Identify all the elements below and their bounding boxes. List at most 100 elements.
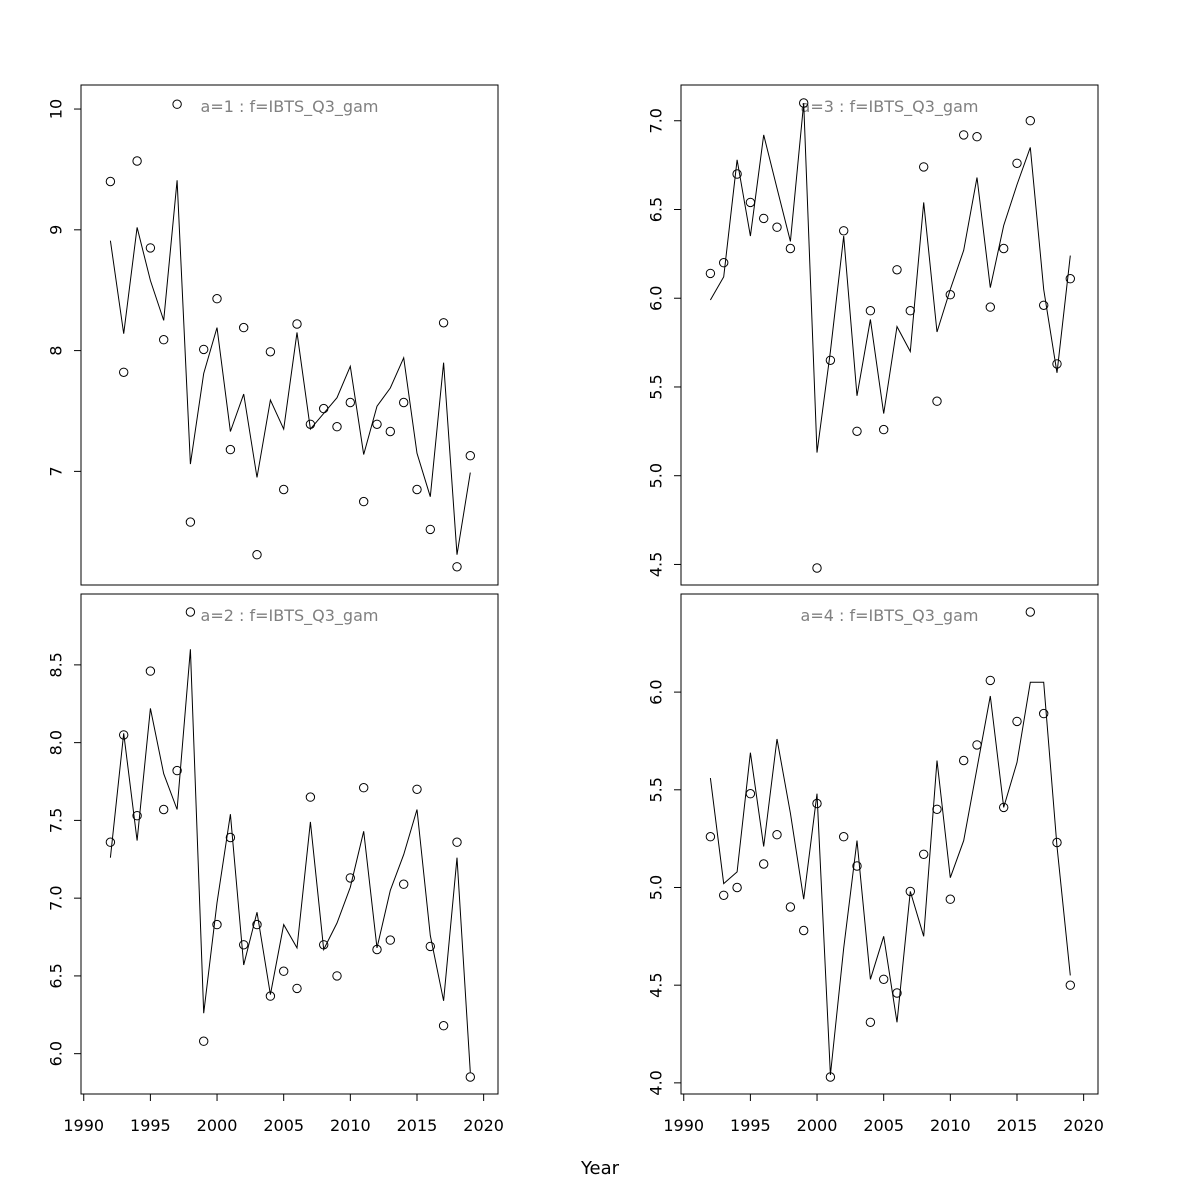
observed-point xyxy=(839,832,849,842)
x-tick-label: 2000 xyxy=(197,1116,238,1135)
observed-point xyxy=(719,890,729,900)
observed-point xyxy=(972,740,982,750)
y-tick-label: 5.5 xyxy=(647,777,666,802)
plot-frame xyxy=(80,84,499,586)
observed-point xyxy=(745,197,756,208)
observed-point xyxy=(159,804,169,815)
observed-point xyxy=(159,335,169,345)
observed-point xyxy=(385,426,395,437)
observed-point xyxy=(812,798,822,809)
y-tick-label: 4.0 xyxy=(647,1070,666,1095)
observed-point xyxy=(332,422,342,432)
observed-point xyxy=(1012,158,1022,169)
panel-title: a=2 : f=IBTS_Q3_gam xyxy=(201,606,379,626)
y-tick-label: 6.0 xyxy=(47,1041,66,1066)
observed-point xyxy=(799,925,809,936)
x-tick-label: 2015 xyxy=(997,1116,1038,1135)
y-tick-label: 6.5 xyxy=(647,197,666,222)
observed-point xyxy=(999,802,1009,813)
observed-point xyxy=(425,524,435,535)
observed-point xyxy=(305,419,316,429)
observed-point xyxy=(759,213,769,224)
y-tick-label: 8.0 xyxy=(47,730,66,755)
observed-point xyxy=(385,935,395,945)
observed-point xyxy=(852,861,862,871)
y-tick-label: 4.5 xyxy=(647,972,666,997)
observed-point xyxy=(372,944,382,955)
panel-a1: a=1 : f=IBTS_Q3_gam 7 8 9 10 xyxy=(47,84,499,586)
x-tick-label: 2020 xyxy=(463,1116,504,1135)
fitted-line xyxy=(709,102,1071,453)
observed-point xyxy=(359,496,369,507)
observed-point xyxy=(705,268,716,279)
observed-point xyxy=(892,265,902,275)
x-tick-label: 1995 xyxy=(130,1116,171,1135)
observed-point xyxy=(879,424,889,435)
observed-point xyxy=(745,789,756,799)
observed-point xyxy=(185,517,196,527)
observed-point xyxy=(879,974,889,984)
observed-point xyxy=(172,765,182,776)
observed-point xyxy=(372,419,382,429)
observed-point xyxy=(959,755,969,766)
observed-point xyxy=(412,484,422,495)
observed-point xyxy=(239,322,249,333)
observed-point xyxy=(919,162,929,172)
observed-point xyxy=(1025,116,1036,126)
y-tick-label: 6.5 xyxy=(47,963,66,988)
y-tick-label: 8.5 xyxy=(47,652,66,677)
y-tick-label: 7.0 xyxy=(47,885,66,910)
observed-point xyxy=(199,344,209,355)
x-tick-label: 2010 xyxy=(330,1116,371,1135)
observed-point xyxy=(865,306,876,316)
observed-point xyxy=(292,319,302,329)
y-tick-label: 7.5 xyxy=(47,808,66,833)
x-tick-label: 1995 xyxy=(730,1116,771,1135)
y-tick-label: 6.0 xyxy=(647,286,666,311)
observed-point xyxy=(252,550,262,560)
observed-point xyxy=(225,832,236,843)
observed-point xyxy=(399,397,409,408)
observed-point xyxy=(892,988,902,998)
x-tick-label: 2000 xyxy=(797,1116,838,1135)
observed-point xyxy=(719,258,729,268)
observed-point xyxy=(145,666,156,676)
panel-title: a=4 : f=IBTS_Q3_gam xyxy=(801,606,979,626)
y-tick-label: 6.0 xyxy=(647,679,666,704)
observed-point xyxy=(438,318,449,328)
observed-point xyxy=(972,132,982,142)
y-tick-label: 5.5 xyxy=(647,374,666,399)
fitted-line xyxy=(109,649,471,1073)
observed-point xyxy=(438,1020,449,1031)
y-tick-label: 9 xyxy=(47,225,66,235)
observed-point xyxy=(105,837,116,847)
y-tick-label: 7.0 xyxy=(647,108,666,133)
observed-point xyxy=(359,783,369,793)
panel-a2: a=2 : f=IBTS_Q3_gam 6.0 6.5 7.0 7.5 8.0 8.5 19… xyxy=(47,593,504,1135)
observed-point xyxy=(319,403,329,414)
observed-point xyxy=(839,226,849,236)
observed-point xyxy=(119,730,129,740)
observed-point xyxy=(279,966,289,976)
panel-title: a=1 : f=IBTS_Q3_gam xyxy=(201,97,379,117)
observed-point xyxy=(785,243,796,254)
observed-point xyxy=(212,294,222,304)
observed-point xyxy=(999,243,1009,254)
panel-a3: a=3 : f=IBTS_Q3_gam 4.5 5.0 5.5 6.0 6.5 7.0 xyxy=(647,84,1099,586)
observed-point xyxy=(959,130,969,140)
observed-point xyxy=(812,563,822,573)
observed-point xyxy=(905,886,915,897)
observed-point xyxy=(1039,300,1049,310)
x-tick-label: 2010 xyxy=(930,1116,971,1135)
observed-point xyxy=(319,940,329,950)
observed-point xyxy=(785,902,796,912)
y-tick-label: 7 xyxy=(47,466,66,476)
observed-point xyxy=(985,302,995,312)
observed-point xyxy=(1012,716,1022,727)
observed-point xyxy=(279,484,289,495)
observed-point xyxy=(119,367,129,377)
fitted-line xyxy=(709,681,1071,1076)
observed-point xyxy=(412,784,422,794)
x-tick-label: 1990 xyxy=(63,1116,104,1135)
panel-title: a=3 : f=IBTS_Q3_gam xyxy=(801,97,979,117)
